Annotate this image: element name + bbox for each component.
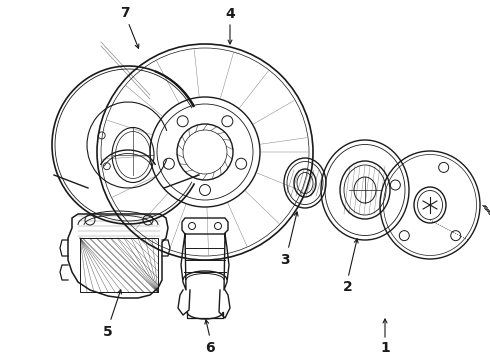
Text: 6: 6 <box>205 341 215 355</box>
Text: 5: 5 <box>103 325 113 339</box>
Text: 3: 3 <box>280 253 290 267</box>
Text: 4: 4 <box>225 7 235 21</box>
Text: 2: 2 <box>343 280 353 294</box>
Text: 7: 7 <box>120 6 130 20</box>
Text: 1: 1 <box>380 341 390 355</box>
